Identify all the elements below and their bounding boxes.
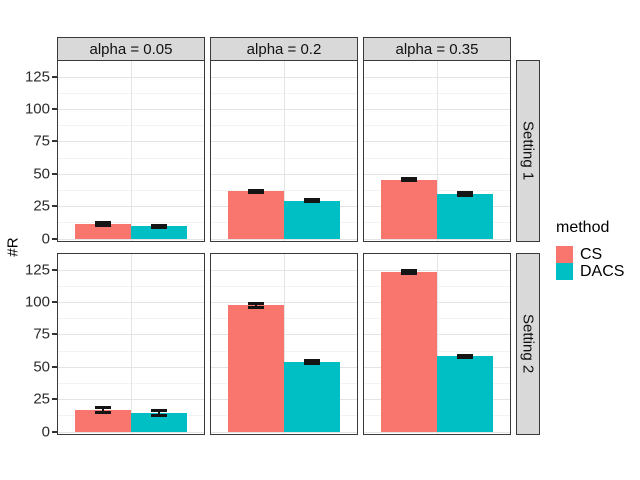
facet-strip-label: alpha = 0.2 <box>246 40 322 58</box>
y-tick-label: 25 <box>33 197 50 215</box>
facet-strip-label: alpha = 0.35 <box>395 40 479 58</box>
errorbar-cap-top-dacs <box>457 353 473 357</box>
y-tick-mark <box>51 172 57 175</box>
errorbar-cap-top-cs <box>248 301 264 305</box>
panel-setting1-alpha035 <box>363 60 511 242</box>
errorbar-cap-top-dacs <box>151 408 167 412</box>
errorbar-cap-bottom-dacs <box>457 193 473 197</box>
errorbar-stem-dacs <box>158 410 160 416</box>
legend-label-cs: CS <box>580 246 603 263</box>
y-tick-mark <box>51 75 57 78</box>
y-tick-mark <box>51 333 57 336</box>
panel-setting1-alpha02 <box>210 60 358 242</box>
errorbar-cap-top-dacs <box>304 359 320 363</box>
y-tick-label: 50 <box>33 165 50 183</box>
errorbar-cap-top-dacs <box>457 190 473 194</box>
y-tick-label: 0 <box>41 423 50 441</box>
errorbar-cap-bottom-dacs <box>457 356 473 360</box>
facet-strip-alpha-035: alpha = 0.35 <box>363 37 511 61</box>
bar-dacs <box>437 193 493 239</box>
errorbar-cap-top-cs <box>401 269 417 273</box>
bar-dacs <box>284 200 340 239</box>
y-tick-mark <box>51 398 57 401</box>
panel-setting2-alpha005: 0 25 50 75 100 125 <box>25 253 205 440</box>
y-tick-label: 75 <box>33 132 50 150</box>
y-tick-mark <box>51 205 57 208</box>
y-axis-title: #R <box>4 237 22 257</box>
facet-strip-setting-1: Setting 1 <box>516 60 540 242</box>
errorbar-cap-bottom-dacs <box>151 225 167 229</box>
errorbar-cap-top-cs <box>248 188 264 192</box>
facet-strip-label: Setting 2 <box>519 314 537 374</box>
errorbar-cap-bottom-dacs <box>304 200 320 204</box>
errorbar-cap-top-dacs <box>151 223 167 227</box>
bar-cs <box>228 305 284 432</box>
legend-label-dacs: DACS <box>580 263 625 280</box>
facet-strip-alpha-02: alpha = 0.2 <box>210 37 358 61</box>
errorbar-cap-bottom-cs <box>401 179 417 183</box>
gridline-vertical <box>437 61 438 241</box>
legend-item-cs: CS <box>556 246 624 263</box>
errorbar-cap-top-cs <box>95 405 111 409</box>
y-tick-label: 100 <box>24 293 50 311</box>
panel-setting1-alpha005: 0 25 50 75 100 125 <box>25 60 205 247</box>
y-tick-mark <box>51 140 57 143</box>
y-tick-label: 50 <box>33 358 50 376</box>
y-tick-label: 125 <box>24 261 50 279</box>
errorbar-stem-cs <box>255 303 257 308</box>
gridline-vertical <box>437 254 438 434</box>
y-tick-label: 25 <box>33 390 50 408</box>
errorbar-cap-bottom-cs <box>248 190 264 194</box>
errorbar-cap-bottom-cs <box>95 410 111 414</box>
y-tick-mark <box>51 430 57 433</box>
legend-item-dacs: DACS <box>556 263 624 280</box>
errorbar-cap-bottom-dacs <box>304 362 320 366</box>
errorbar-cap-bottom-cs <box>248 305 264 309</box>
errorbar-cap-top-dacs <box>304 197 320 201</box>
y-tick-mark <box>51 365 57 368</box>
gridline-vertical <box>284 61 285 241</box>
bar-cs <box>381 272 437 432</box>
y-tick-mark <box>51 268 57 271</box>
legend-swatch-dacs <box>556 263 573 280</box>
legend-swatch-cs <box>556 246 573 263</box>
y-tick-label: 0 <box>41 230 50 248</box>
errorbar-cap-bottom-cs <box>95 224 111 228</box>
errorbar-cap-bottom-dacs <box>151 413 167 417</box>
facet-strip-alpha-005: alpha = 0.05 <box>57 37 205 61</box>
bar-cs <box>75 224 131 239</box>
bar-cs <box>75 409 131 432</box>
errorbar-cap-top-cs <box>401 177 417 181</box>
panel-setting2-alpha035 <box>363 253 511 435</box>
bar-dacs <box>131 412 187 432</box>
bar-dacs <box>131 226 187 239</box>
facet-strip-label: Setting 1 <box>519 121 537 181</box>
y-tick-label: 125 <box>24 68 50 86</box>
bar-dacs <box>437 356 493 432</box>
y-tick-label: 75 <box>33 325 50 343</box>
y-tick-mark <box>51 107 57 110</box>
legend: method CS DACS <box>556 219 624 280</box>
gridline-vertical <box>284 254 285 434</box>
gridline-vertical <box>131 61 132 241</box>
errorbar-cap-bottom-cs <box>401 271 417 275</box>
errorbar-cap-top-cs <box>95 221 111 225</box>
facet-strip-setting-2: Setting 2 <box>516 253 540 435</box>
facet-strip-label: alpha = 0.05 <box>89 40 173 58</box>
errorbar-stem-cs <box>102 407 104 413</box>
legend-title: method <box>556 219 610 236</box>
y-tick-mark <box>51 237 57 240</box>
bar-dacs <box>284 362 340 432</box>
bar-cs <box>228 191 284 239</box>
bar-cs <box>381 179 437 239</box>
y-tick-label: 100 <box>24 100 50 118</box>
y-tick-mark <box>51 300 57 303</box>
gridline-vertical <box>131 254 132 434</box>
panel-setting2-alpha02 <box>210 253 358 435</box>
